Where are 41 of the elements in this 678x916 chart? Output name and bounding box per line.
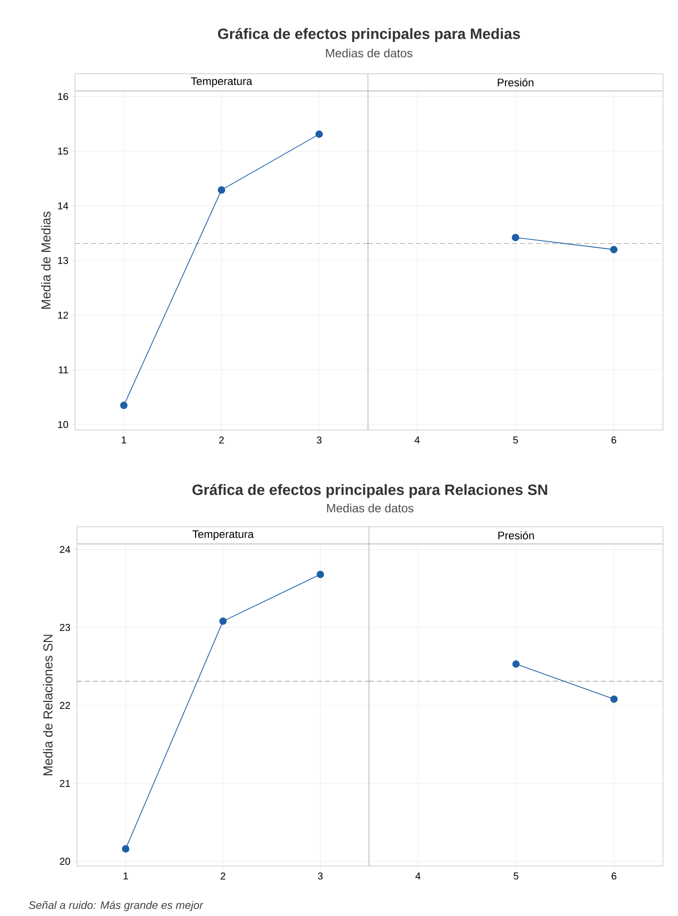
x-tick-label: 2 [220,872,226,880]
chart-title: Gráfica de efectos principales para Medias [218,28,520,42]
y-tick-label: 10 [58,421,68,428]
x-tick-label: 2 [219,436,224,444]
x-tick-label: 4 [415,872,420,880]
x-axis-title: Temperatura [192,530,254,540]
point [315,130,323,138]
x-tick-label: 4 [414,436,420,444]
y-tick-label: 16 [58,92,68,100]
chart-subtitle: Medias de datos [327,504,414,512]
point [219,617,227,625]
text: Señal a ruido: Más grande es mejor [28,900,204,912]
x-tick-label: 6 [612,872,616,880]
x-axis-title: Presión [498,531,534,540]
y-tick-label: 20 [60,858,70,865]
x-tick-label: 5 [514,872,518,880]
chart-subtitle: Medias de datos [326,48,412,58]
y-axis-title: Media de Medias [41,212,51,309]
x-tick-label: 6 [612,436,616,444]
x-axis-title: Presión [498,78,534,86]
point [218,186,226,194]
x-tick-label: 5 [513,436,518,444]
x-axis-title: Temperatura [190,77,252,88]
y-tick-label: 21 [60,780,70,787]
y-tick-label: 23 [60,624,70,631]
point [316,570,324,578]
y-tick-label: 12 [58,312,68,319]
y-tick-label: 15 [58,148,68,155]
x-tick-label: 3 [316,436,322,444]
chart-title: Gráfica de efectos principales para Relaciones SN [192,484,548,498]
x-tick-label: 1 [124,872,128,880]
y-axis-title: Media de Relaciones SN [43,634,53,776]
y-tick-label: 14 [58,202,68,210]
point [120,402,128,410]
y-tick-label: 22 [60,702,70,709]
y-tick-label: 13 [58,256,68,264]
y-tick-label: 11 [58,366,68,374]
x-tick-label: 1 [122,436,126,444]
x-tick-label: 3 [318,872,323,880]
point [122,845,130,853]
y-tick-label: 24 [60,546,70,553]
